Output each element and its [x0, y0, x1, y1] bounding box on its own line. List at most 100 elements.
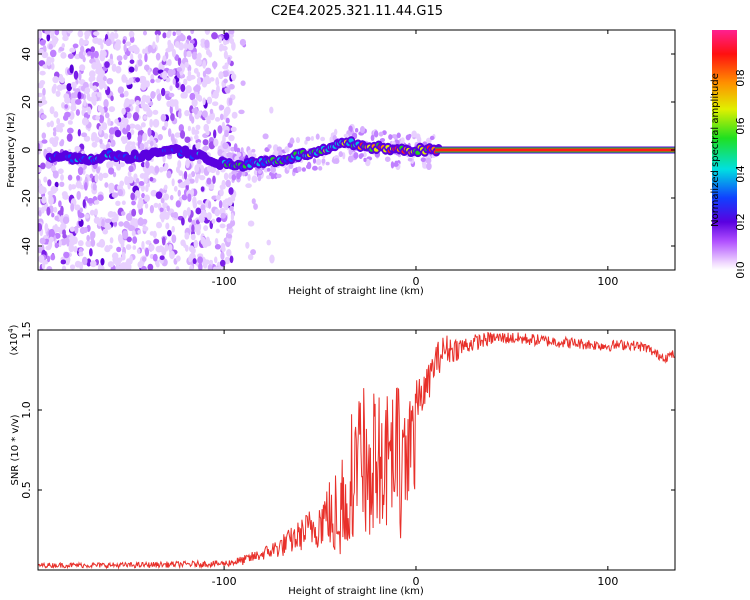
heatmap-cell [304, 139, 308, 145]
heatmap-cell [77, 128, 81, 137]
heatmap-cell [78, 37, 84, 47]
heatmap-cell [262, 133, 269, 140]
spectrogram-x-ticks: -100 0 100 [212, 30, 618, 288]
heatmap-cell [267, 144, 272, 149]
heatmap-cell [81, 132, 88, 138]
heatmap-cell [169, 194, 174, 201]
heatmap-cell [333, 158, 340, 165]
heatmap-cell [150, 91, 156, 99]
snr-y-ticks: 0.5 1.0 1.5 [20, 321, 675, 499]
heatmap-cell [61, 84, 67, 90]
heatmap-cell [137, 59, 143, 67]
heatmap-cell [78, 251, 84, 257]
heatmap-cell [69, 226, 75, 232]
heatmap-cell [222, 70, 229, 78]
heatmap-cell [135, 177, 140, 184]
heatmap-cell [202, 145, 209, 151]
heatmap-cell [159, 255, 165, 261]
heatmap-cell [239, 38, 247, 46]
heatmap-cell [102, 228, 109, 235]
heatmap-cell [91, 141, 98, 148]
heatmap-cell [188, 245, 195, 253]
heatmap-cell [169, 85, 173, 92]
heatmap-cell [321, 158, 326, 164]
heatmap-cell [229, 205, 234, 212]
heatmap-cell [172, 78, 176, 85]
snr-panel: -100 0 100 0.5 1.0 1.5 Height of straight li… [7, 321, 676, 597]
heatmap-cell [211, 218, 216, 224]
heatmap-cell [183, 170, 188, 180]
heatmap-cell [269, 254, 275, 264]
heatmap-cell [177, 110, 182, 119]
heatmap-cell [162, 202, 168, 209]
heatmap-cell [114, 129, 122, 138]
heatmap-cell [82, 39, 90, 45]
heatmap-cell [312, 158, 317, 164]
heatmap-cell [143, 115, 148, 120]
heatmap-cell [184, 61, 189, 68]
heatmap-cell [46, 122, 51, 128]
heatmap-cell [60, 205, 64, 214]
heatmap-cell [167, 42, 175, 52]
heatmap-cell [103, 84, 108, 91]
heatmap-cell [305, 136, 311, 142]
heatmap-cell [198, 262, 203, 270]
heatmap-cell [153, 238, 160, 245]
heatmap-cell [388, 134, 393, 140]
heatmap-cell [64, 111, 71, 118]
heatmap-cell [167, 68, 175, 77]
heatmap-cell [67, 174, 73, 181]
heatmap-cell [93, 31, 100, 36]
heatmap-cell [231, 73, 236, 82]
heatmap-cell [77, 30, 84, 38]
heatmap-cell [429, 135, 435, 141]
heatmap-cell [138, 180, 145, 186]
heatmap-cell [141, 265, 147, 270]
heatmap-cell [218, 36, 222, 44]
heatmap-cell [157, 134, 163, 141]
heatmap-cell [125, 41, 132, 47]
heatmap-cell [215, 77, 219, 86]
heatmap-cell [94, 208, 98, 216]
heatmap-cell [407, 157, 413, 162]
heatmap-cell [103, 99, 109, 108]
heatmap-cell [139, 143, 145, 149]
heatmap-cell [204, 39, 210, 49]
heatmap-cell [174, 54, 180, 62]
heatmap-cell [226, 223, 233, 229]
heatmap-cell [144, 247, 150, 257]
heatmap-cell [120, 240, 125, 249]
heatmap-cell [228, 30, 235, 35]
heatmap-cell [178, 183, 184, 188]
heatmap-cell [144, 53, 148, 63]
heatmap-cell [136, 248, 141, 254]
heatmap-cell [183, 49, 187, 58]
heatmap-cell [194, 134, 199, 140]
heatmap-cell [206, 212, 212, 221]
heatmap-cell [73, 70, 79, 80]
heatmap-cell [250, 249, 257, 256]
heatmap-cell [214, 237, 219, 246]
heatmap-cell [83, 226, 88, 233]
heatmap-cell [185, 159, 190, 169]
heatmap-cell [266, 167, 271, 172]
heatmap-cell [251, 175, 258, 183]
heatmap-cell [181, 217, 185, 226]
heatmap-cell [149, 140, 154, 147]
heatmap-cell [201, 258, 208, 265]
heatmap-cell [219, 184, 226, 190]
heatmap-cell [53, 206, 58, 213]
heatmap-cell [41, 132, 47, 140]
heatmap-cell [44, 223, 49, 232]
heatmap-cell [102, 144, 107, 152]
heatmap-cell [187, 42, 194, 51]
heatmap-cell [247, 220, 255, 227]
heatmap-cell [219, 188, 224, 197]
colorbar-gradient [712, 30, 737, 270]
heatmap-cell [231, 169, 238, 176]
heatmap-cell [207, 201, 212, 209]
heatmap-cell [195, 222, 202, 232]
heatmap-cell [81, 117, 89, 126]
colorbar: 0.0 0.2 0.4 0.6 0.8 Normalized spectral ampl… [710, 30, 747, 279]
